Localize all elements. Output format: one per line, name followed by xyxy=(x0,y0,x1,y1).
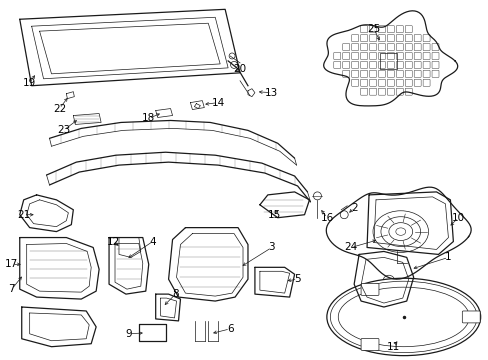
Text: 5: 5 xyxy=(294,274,300,284)
Text: 19: 19 xyxy=(23,78,36,88)
Text: 11: 11 xyxy=(386,342,400,352)
Circle shape xyxy=(313,192,321,200)
Text: 6: 6 xyxy=(226,324,233,334)
Text: 4: 4 xyxy=(149,237,156,247)
FancyBboxPatch shape xyxy=(461,311,479,323)
Text: 15: 15 xyxy=(267,210,281,220)
Text: 24: 24 xyxy=(344,243,357,252)
Text: 23: 23 xyxy=(57,125,70,135)
Circle shape xyxy=(340,211,347,219)
Text: 21: 21 xyxy=(17,210,30,220)
Text: 2: 2 xyxy=(350,203,357,213)
Text: 3: 3 xyxy=(268,243,275,252)
Text: 1: 1 xyxy=(444,252,451,262)
Text: 20: 20 xyxy=(233,64,246,74)
Text: 9: 9 xyxy=(125,329,132,339)
Text: 7: 7 xyxy=(8,284,15,294)
FancyBboxPatch shape xyxy=(360,338,378,350)
Text: 22: 22 xyxy=(53,104,66,113)
Circle shape xyxy=(382,275,394,287)
Text: 12: 12 xyxy=(106,237,120,247)
Text: 18: 18 xyxy=(142,113,155,123)
Text: 14: 14 xyxy=(211,98,224,108)
Text: 8: 8 xyxy=(172,289,179,299)
Text: 13: 13 xyxy=(264,88,278,98)
Circle shape xyxy=(229,53,235,59)
Text: 16: 16 xyxy=(320,213,333,223)
Text: 25: 25 xyxy=(366,24,380,34)
Text: 10: 10 xyxy=(451,213,464,223)
Ellipse shape xyxy=(326,278,480,356)
Text: 17: 17 xyxy=(5,259,19,269)
FancyBboxPatch shape xyxy=(360,283,378,296)
Circle shape xyxy=(230,62,237,68)
